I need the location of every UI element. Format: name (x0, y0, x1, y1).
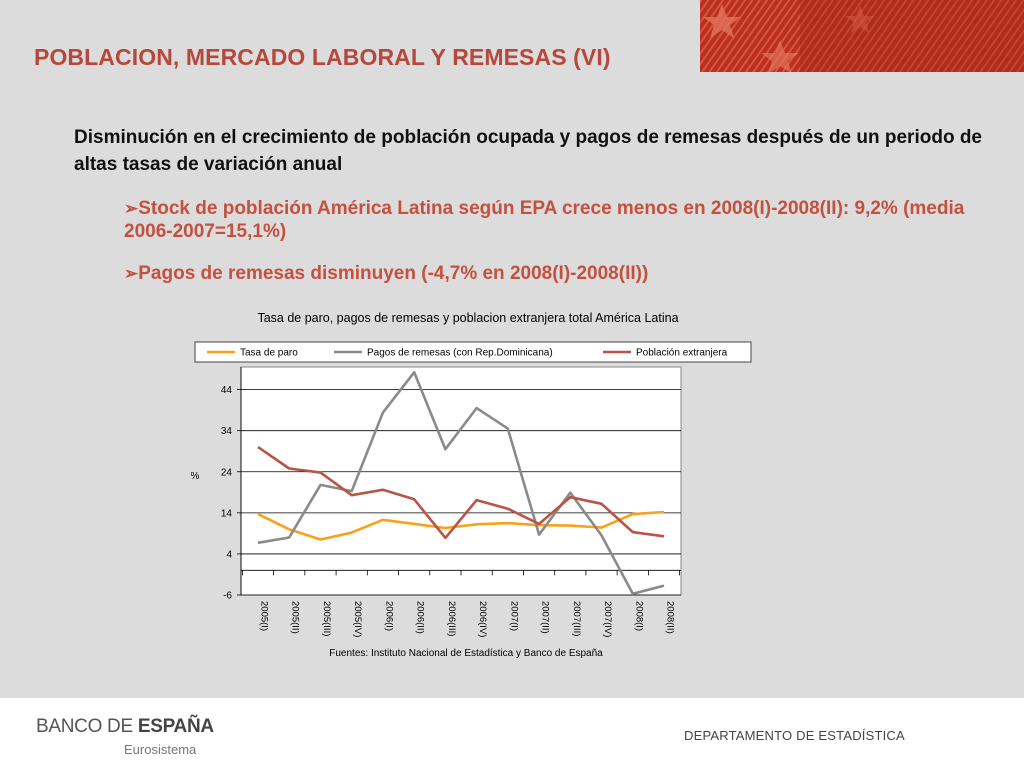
chart-legend: Tasa de paro Pagos de remesas (con Rep.Do… (194, 341, 752, 363)
x-tick-label: 2006(IV) (477, 601, 488, 637)
y-axis: -6 4 14 24 34 44 (221, 385, 241, 602)
stars-flag-decoration (700, 0, 1024, 72)
department-label: DEPARTAMENTO DE ESTADÍSTICA (684, 728, 905, 743)
intro-text: Disminución en el crecimiento de poblaci… (74, 127, 983, 175)
x-tick-label: 2006(I) (383, 601, 394, 631)
chart-title: Tasa de paro, pagos de remesas y poblaci… (257, 311, 678, 325)
series-line (257, 370, 665, 596)
legend-label: Población extranjera (636, 348, 728, 359)
chart-source: Fuentes: Instituto Nacional de Estadísti… (329, 648, 603, 659)
x-tick-label: 2008(II) (665, 601, 676, 634)
logo-prefix: BANCO DE (36, 716, 138, 737)
arrow-bullet-icon: ➢ (124, 264, 139, 283)
x-tick-label: 2007(IV) (602, 601, 613, 637)
x-tick-label: 2005(I) (259, 601, 270, 631)
x-tick-label: 2007(I) (508, 601, 519, 631)
line-chart: Tasa de paro, pagos de remesas y poblaci… (191, 311, 752, 659)
y-tick-label: 4 (226, 549, 232, 560)
banco-de-espana-logo: BANCO DE ESPAÑA (36, 716, 214, 738)
x-tick-label: 2006(III) (446, 601, 457, 636)
y-tick-label: 24 (221, 467, 233, 478)
x-tick-label: 2007(III) (571, 601, 582, 636)
y-tick-label: 34 (221, 426, 233, 437)
y-tick-label: 44 (221, 385, 233, 396)
x-tick-label: 2005(IV) (352, 601, 363, 637)
arrow-bullet-icon: ➢ (124, 199, 139, 218)
logo-bold: ESPAÑA (137, 716, 214, 737)
y-tick-label: 14 (221, 508, 233, 519)
y-tick-label: -6 (223, 591, 232, 602)
x-tick-label: 2006(II) (415, 601, 426, 634)
plot-area (240, 366, 682, 596)
bullet-text: Pagos de remesas disminuyen (-4,7% en 20… (138, 263, 649, 284)
legend-box (194, 341, 752, 363)
x-tick-label: 2007(II) (540, 601, 551, 634)
x-tick-label: 2008(I) (633, 601, 644, 631)
legend-label: Pagos de remesas (con Rep.Dominicana) (367, 348, 553, 359)
x-axis: 2005(I) 2005(II) 2005(III) 2005(IV) 2006(I) 2… (240, 367, 681, 637)
bullet-text: Stock de población América Latina según … (124, 198, 965, 242)
series-lines (257, 370, 665, 596)
legend-label: Tasa de paro (240, 348, 298, 359)
bullet-item-remittances: ➢Pagos de remesas disminuyen (-4,7% en 2… (124, 262, 1004, 285)
y-axis-label: % (191, 471, 200, 482)
bullet-item-population: ➢Stock de población América Latina según… (124, 197, 1004, 243)
series-line (257, 446, 665, 540)
page-title: POBLACION, MERCADO LABORAL Y REMESAS (VI… (34, 44, 611, 70)
x-tick-label: 2005(II) (290, 601, 301, 634)
footer (0, 698, 1024, 768)
x-tick-label: 2005(III) (321, 601, 332, 636)
eurosistema-label: Eurosistema (124, 742, 197, 757)
